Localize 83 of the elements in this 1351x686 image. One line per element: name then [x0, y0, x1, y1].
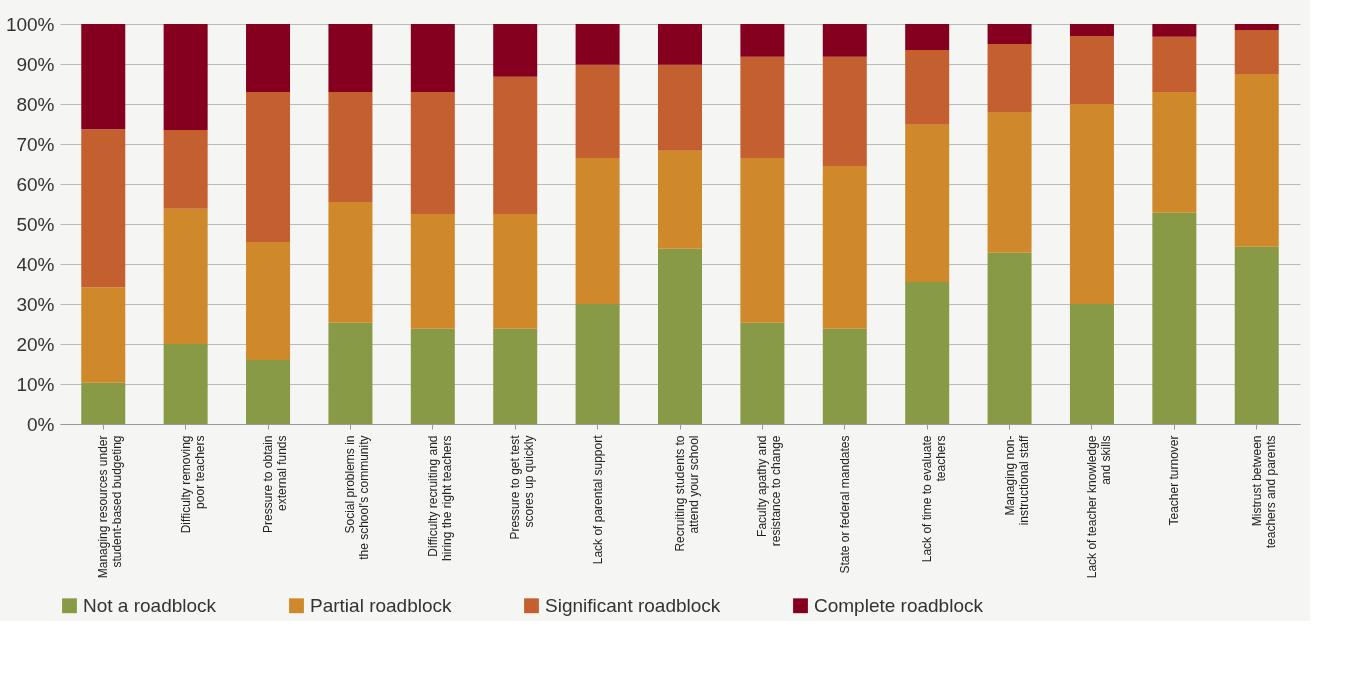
- y-tick-label: 90%: [16, 53, 55, 75]
- legend-label: Not a roadblock: [83, 594, 217, 616]
- bar: [328, 24, 373, 92]
- bar: [1152, 24, 1197, 37]
- x-tick-label: Teacher turnover: [1167, 435, 1182, 526]
- y-tick-label: 10%: [16, 373, 55, 395]
- bar: [81, 129, 126, 288]
- bar: [1069, 304, 1114, 424]
- bar: [987, 112, 1032, 253]
- bar: [575, 24, 620, 65]
- bar: [822, 56, 867, 166]
- bar: [658, 248, 702, 424]
- bar: [1152, 212, 1197, 424]
- y-tick-label: 60%: [16, 173, 55, 195]
- bar: [905, 50, 950, 125]
- bar: [163, 130, 208, 209]
- y-tick-label: 70%: [16, 133, 55, 155]
- legend-label: Partial roadblock: [310, 594, 453, 616]
- bar: [905, 124, 950, 282]
- bar: [493, 214, 538, 329]
- x-tick-label: Lack of parental support: [590, 434, 605, 565]
- bar: [740, 56, 785, 158]
- bar: [493, 328, 538, 424]
- y-tick-label: 40%: [16, 253, 55, 275]
- x-tick-label: State or federal mandates: [837, 435, 852, 574]
- bar: [328, 202, 373, 323]
- y-tick-label: 30%: [16, 293, 55, 315]
- bar: [1069, 24, 1114, 36]
- bar: [1234, 24, 1279, 30]
- legend-label: Significant roadblock: [545, 594, 721, 616]
- x-tick-label: Recruiting students to attend your school: [673, 435, 701, 552]
- bar: [740, 158, 785, 323]
- bar: [328, 322, 373, 424]
- bar: [658, 64, 702, 151]
- bar: [81, 24, 126, 130]
- bar: [658, 24, 702, 65]
- bar: [246, 24, 291, 92]
- bar: [987, 252, 1032, 424]
- bar: [163, 24, 208, 130]
- bar: [163, 208, 208, 344]
- bar: [575, 158, 620, 304]
- bar: [246, 242, 291, 360]
- x-tick-label: Managing resources under student-based budgeting: [96, 435, 125, 579]
- y-tick-label: 100%: [5, 13, 55, 35]
- bar: [1234, 246, 1279, 424]
- y-tick-label: 20%: [16, 333, 55, 355]
- bar: [987, 24, 1032, 44]
- bar: [1069, 104, 1114, 304]
- x-tick-label: Mistrust between teachers and parents: [1249, 435, 1278, 549]
- bar: [328, 92, 373, 202]
- bar: [493, 76, 538, 214]
- bar: [987, 44, 1032, 112]
- bar: [493, 24, 538, 77]
- bar: [246, 92, 291, 242]
- y-tick-label: 50%: [16, 213, 55, 235]
- bar: [905, 24, 950, 50]
- bar: [1234, 74, 1279, 247]
- bar: [81, 287, 126, 383]
- bar: [575, 304, 620, 424]
- bar: [658, 150, 702, 249]
- bar: [410, 214, 455, 329]
- bar: [81, 382, 126, 424]
- y-tick-label: 0%: [27, 413, 55, 435]
- bar: [246, 360, 291, 424]
- bar: [905, 282, 950, 424]
- bar: [410, 328, 455, 424]
- x-tick-label: Lack of teacher knowledge and skills: [1084, 435, 1113, 579]
- x-tick-label: Lack of time to evaluate teachers: [920, 435, 949, 563]
- bar: [1069, 36, 1114, 104]
- bar: [822, 328, 867, 424]
- bar: [410, 92, 455, 214]
- bar: [822, 166, 867, 329]
- bar: [740, 322, 785, 424]
- legend-label: Complete roadblock: [814, 594, 984, 616]
- y-tick-label: 80%: [16, 93, 55, 115]
- bar: [1234, 30, 1279, 74]
- bar: [163, 344, 208, 424]
- bar: [575, 64, 620, 158]
- bar: [822, 24, 867, 57]
- bar: [1152, 92, 1197, 213]
- bar: [740, 24, 785, 57]
- bar: [1152, 36, 1197, 92]
- bar: [410, 24, 455, 92]
